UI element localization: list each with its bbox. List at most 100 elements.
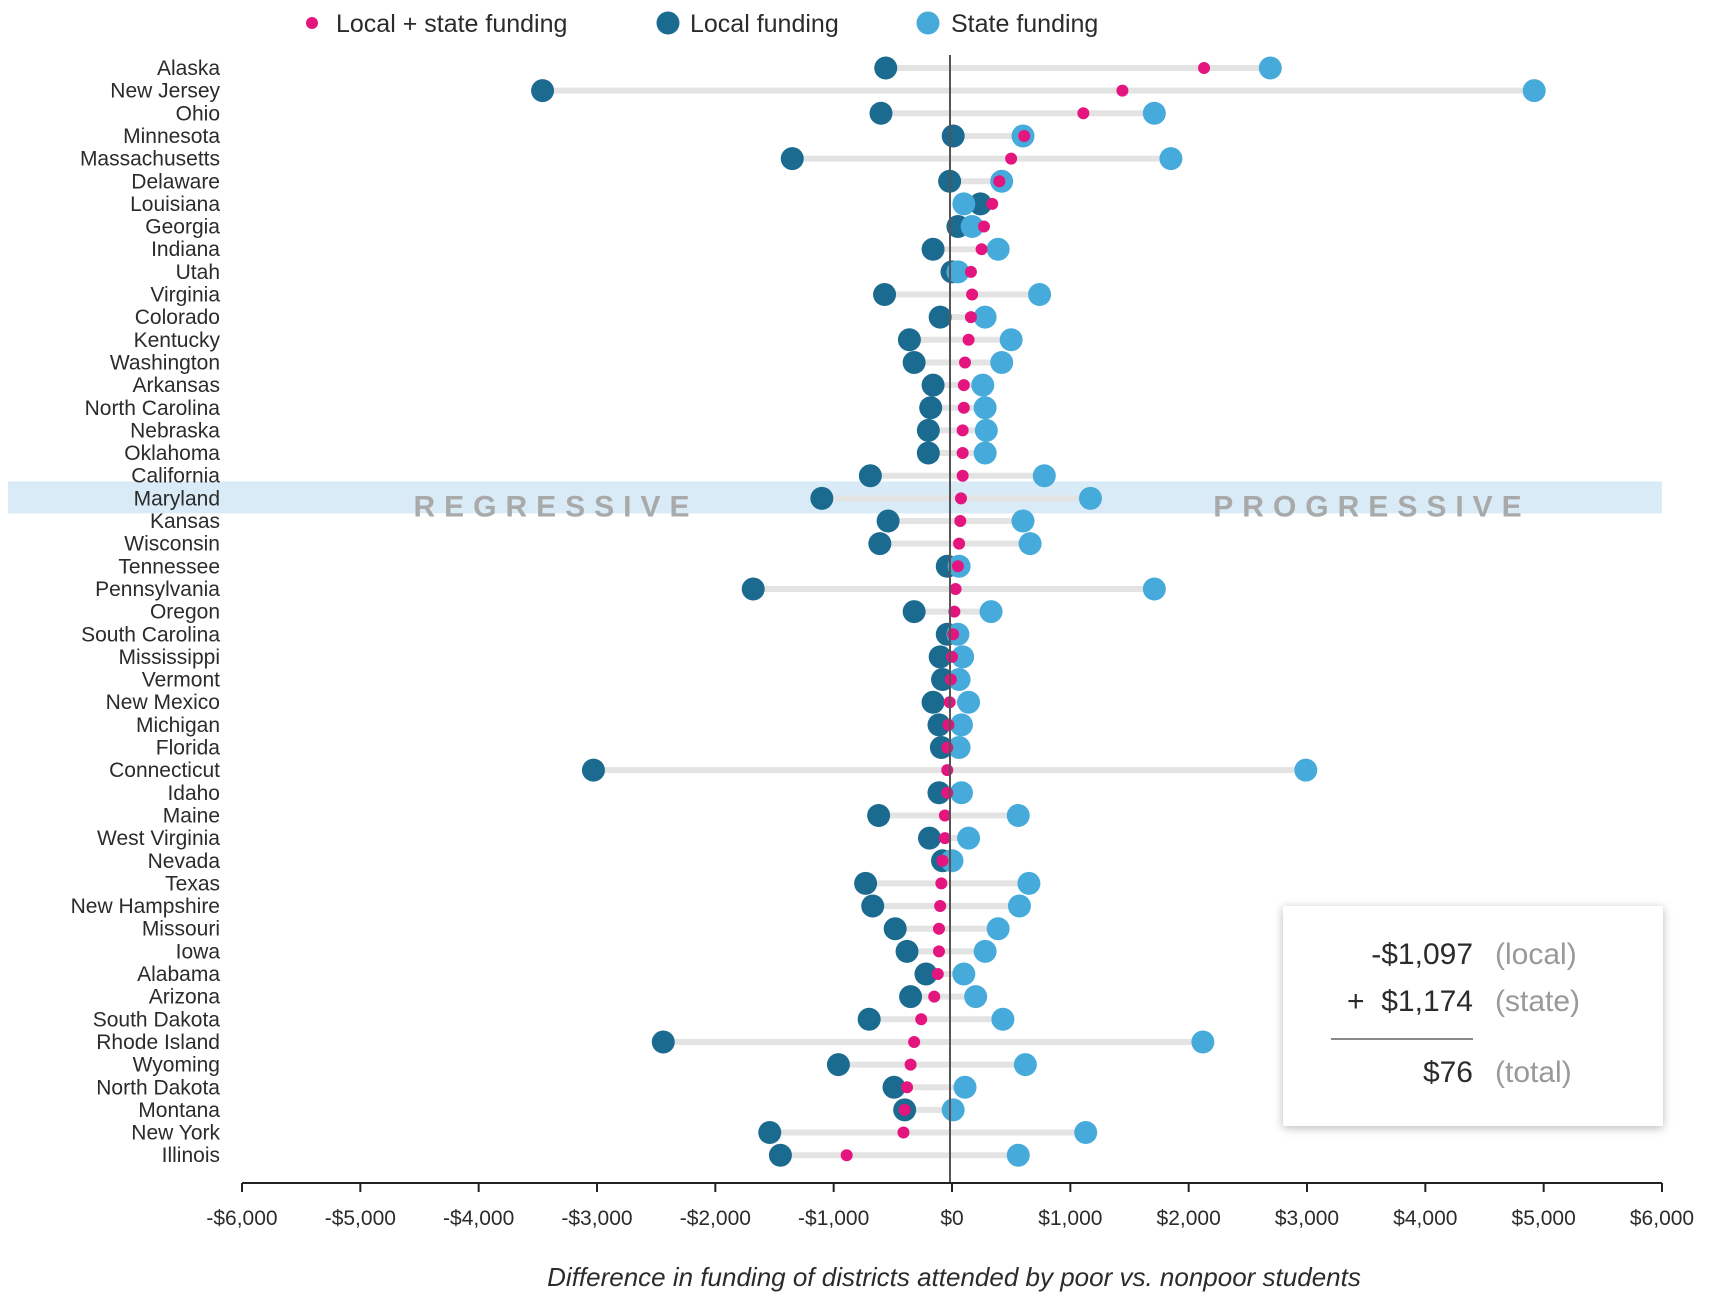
local-dot-virginia: [873, 283, 897, 306]
x-tick-label-4: -$2,000: [680, 1207, 751, 1230]
state-label-new-mexico: New Mexico: [106, 691, 220, 714]
state-dot-iowa: [973, 939, 997, 963]
summary-divider: [1331, 1038, 1473, 1040]
row-idaho: Idaho: [167, 781, 973, 805]
row-tennessee: Tennessee: [118, 554, 971, 578]
total-dot-idaho: [941, 786, 954, 799]
row-new-mexico: New Mexico: [106, 690, 981, 714]
local-dot-wisconsin: [868, 532, 892, 556]
state-label-nevada: Nevada: [148, 850, 221, 873]
row-massachusetts: Massachusetts: [80, 147, 1183, 171]
total-dot-pennsylvania: [949, 582, 962, 595]
row-washington: Washington: [110, 350, 1014, 374]
local-dot-alabama: [914, 962, 938, 986]
state-label-north-dakota: North Dakota: [96, 1076, 220, 1099]
state-dot-pennsylvania: [1142, 577, 1166, 601]
local-dot-arizona: [899, 985, 923, 1009]
row-minnesota: Minnesota: [123, 124, 1035, 148]
row-vermont: Vermont: [142, 668, 971, 692]
state-label-kansas: Kansas: [150, 510, 220, 533]
state-dot-connecticut: [1294, 758, 1318, 782]
row-pennsylvania: Pennsylvania: [95, 577, 1166, 601]
legend-marker-local-state-funding: [306, 17, 318, 29]
row-west-virginia: West Virginia: [97, 826, 981, 850]
row-wisconsin: Wisconsin: [124, 532, 1042, 556]
state-label-maine: Maine: [163, 804, 220, 827]
row-montana: Montana: [138, 1098, 965, 1122]
state-label-montana: Montana: [138, 1099, 220, 1122]
row-arkansas: Arkansas: [132, 373, 995, 397]
total-dot-new-jersey: [1116, 84, 1129, 97]
state-dot-colorado: [973, 305, 997, 329]
state-dot-kentucky: [999, 328, 1023, 352]
total-dot-kansas: [954, 515, 967, 527]
state-label-california: California: [131, 465, 220, 488]
row-georgia: Georgia: [145, 215, 990, 239]
total-dot-ohio: [1077, 107, 1090, 120]
state-label-missouri: Missouri: [142, 918, 220, 941]
local-dot-oregon: [902, 600, 926, 624]
row-north-carolina: North Carolina: [85, 396, 997, 420]
state-dot-new-jersey: [1522, 79, 1546, 103]
local-dot-new-mexico: [921, 690, 945, 714]
local-dot-wyoming: [826, 1053, 850, 1077]
state-label-washington: Washington: [110, 351, 220, 374]
row-arizona: Arizona: [149, 985, 988, 1009]
row-ohio: Ohio: [176, 101, 1166, 125]
total-dot-utah: [964, 265, 977, 278]
total-dot-wisconsin: [953, 537, 966, 550]
state-dot-arizona: [964, 985, 988, 1009]
state-dot-maine: [1006, 803, 1030, 827]
state-label-new-jersey: New Jersey: [110, 80, 220, 103]
state-label-florida: Florida: [156, 737, 221, 760]
x-tick-label-12: $6,000: [1630, 1207, 1694, 1230]
state-dot-north-dakota: [953, 1075, 977, 1099]
state-label-vermont: Vermont: [142, 669, 220, 692]
x-tick-label-0: -$6,000: [206, 1207, 277, 1230]
row-kansas: Kansas: [150, 509, 1035, 533]
total-dot-georgia: [977, 220, 990, 233]
total-dot-oklahoma: [956, 447, 969, 460]
state-label-north-carolina: North Carolina: [85, 397, 221, 420]
total-dot-connecticut: [941, 764, 954, 777]
state-dot-nevada: [940, 849, 964, 873]
state-dot-new-hampshire: [1007, 894, 1031, 918]
state-label-oregon: Oregon: [150, 601, 220, 624]
row-maine: Maine: [163, 803, 1030, 827]
state-dot-kansas: [1011, 509, 1035, 533]
local-dot-kansas: [876, 509, 900, 533]
local-dot-michigan: [927, 713, 951, 737]
local-dot-pennsylvania: [741, 577, 765, 601]
row-oregon: Oregon: [150, 600, 1003, 624]
state-label-kentucky: Kentucky: [134, 329, 221, 352]
row-florida: Florida: [156, 736, 971, 760]
state-dot-georgia: [960, 215, 984, 239]
state-label-massachusetts: Massachusetts: [80, 148, 220, 171]
total-dot-colorado: [964, 311, 977, 324]
state-label-louisiana: Louisiana: [130, 193, 220, 216]
summary-local-value: -$1,097: [1371, 938, 1473, 971]
row-new-york: New York: [131, 1121, 1098, 1145]
local-dot-minnesota: [941, 124, 965, 148]
summary-local-row: -$1,097 (local): [1283, 938, 1663, 978]
local-dot-south-dakota: [857, 1007, 881, 1031]
total-dot-south-carolina: [947, 628, 960, 641]
local-dot-illinois: [768, 1143, 792, 1167]
legend-label-local-funding: Local funding: [690, 10, 839, 38]
total-dot-louisiana: [986, 197, 999, 210]
local-dot-rhode-island: [651, 1030, 675, 1054]
total-dot-rhode-island: [908, 1035, 921, 1048]
row-utah: Utah: [176, 260, 977, 284]
local-dot-north-dakota: [882, 1075, 906, 1099]
state-label-delaware: Delaware: [131, 170, 220, 193]
state-label-texas: Texas: [165, 872, 220, 895]
local-dot-new-jersey: [531, 79, 555, 103]
row-wyoming: Wyoming: [133, 1053, 1037, 1077]
state-label-indiana: Indiana: [151, 238, 220, 261]
legend: Local + state funding Local funding State …: [306, 10, 1098, 38]
total-dot-oregon: [948, 605, 961, 618]
state-label-colorado: Colorado: [135, 306, 220, 329]
local-dot-mississippi: [928, 645, 952, 669]
total-dot-kentucky: [962, 333, 975, 346]
